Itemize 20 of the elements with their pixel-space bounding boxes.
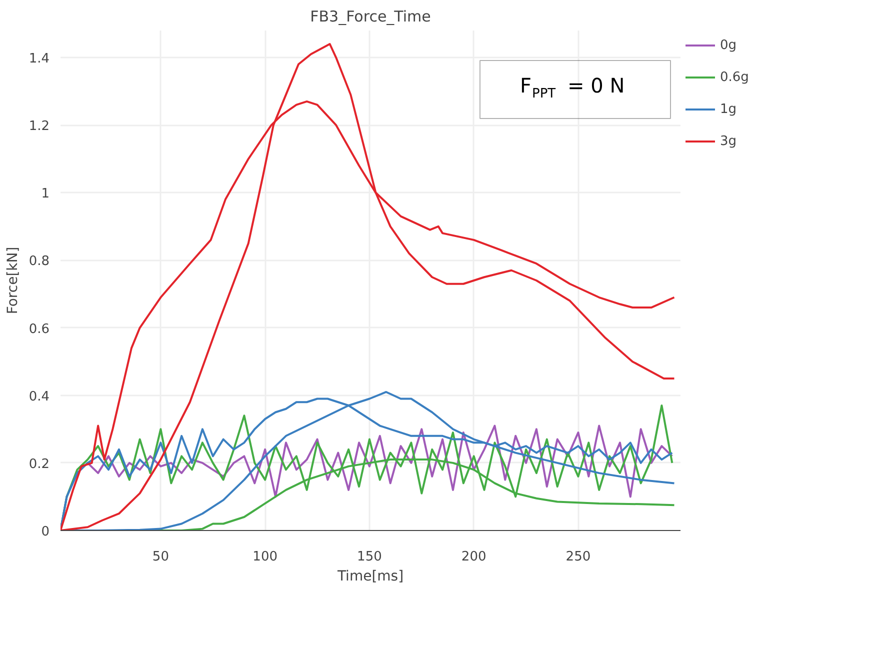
legend-label: 0.6g xyxy=(720,70,749,84)
chart-title: FB3_Force_Time xyxy=(310,8,431,26)
legend-label: 3g xyxy=(720,134,738,148)
y-tick-label: 1.4 xyxy=(28,52,50,67)
x-tick-label: 250 xyxy=(566,550,591,564)
x-tick-label: 150 xyxy=(357,550,382,564)
y-tick-label: 0.8 xyxy=(28,254,50,270)
y-tick-label: 0.6 xyxy=(28,322,50,337)
x-tick-label: 50 xyxy=(152,550,169,564)
y-axis-title: Force[kN] xyxy=(4,246,21,314)
y-tick-label: 0 xyxy=(41,524,50,540)
x-tick-label: 100 xyxy=(252,550,278,564)
x-axis-title: Time[ms] xyxy=(336,568,404,584)
y-tick-label: 1 xyxy=(41,186,50,202)
y-tick-label: 0.2 xyxy=(28,456,50,472)
y-tick-label: 1.2 xyxy=(28,119,50,134)
x-tick-label: 200 xyxy=(461,550,486,564)
y-tick-label: 0.4 xyxy=(28,389,50,404)
legend-label: 0g xyxy=(720,38,738,52)
legend-label: 1g xyxy=(720,102,738,116)
